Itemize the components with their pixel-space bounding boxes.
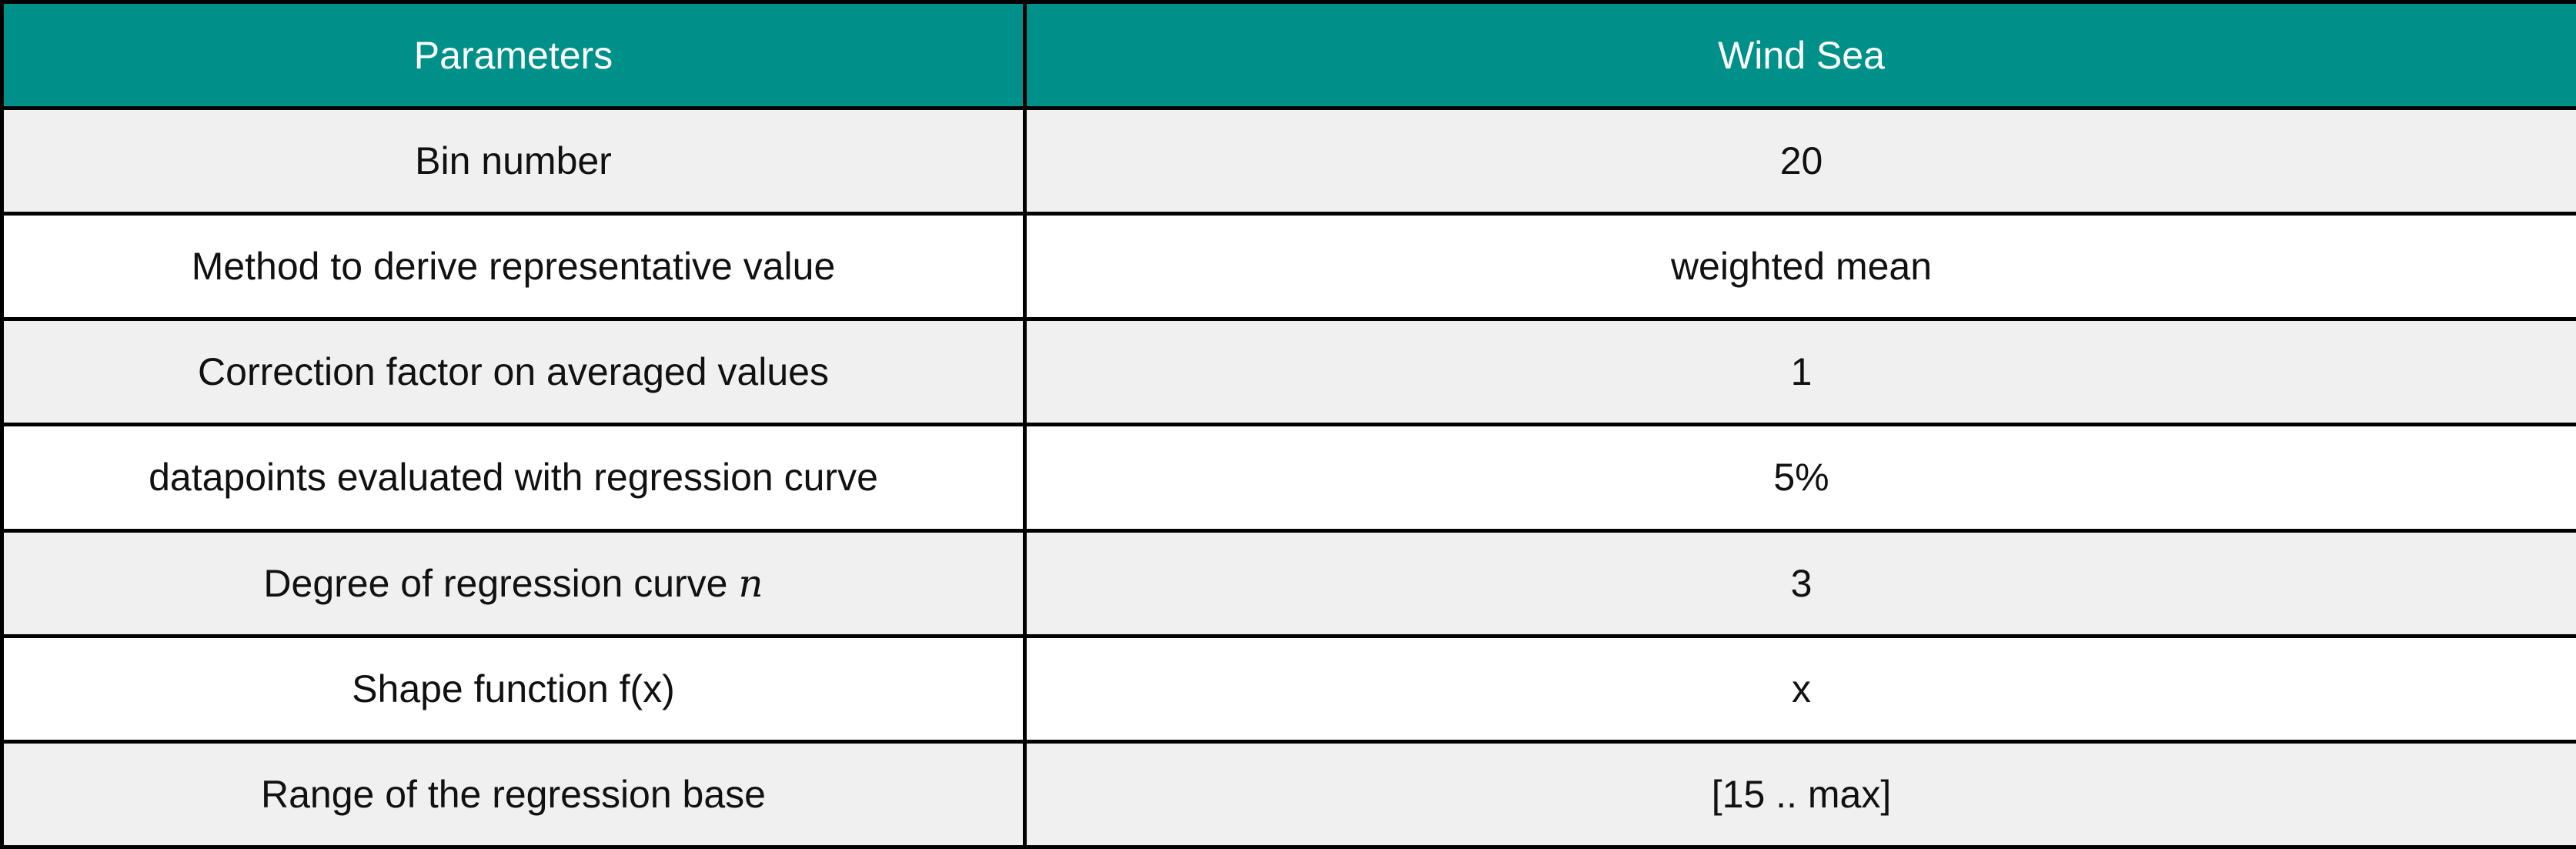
value-cell: 5% xyxy=(1023,423,2576,533)
table-body: Bin number 20 Method to derive represent… xyxy=(0,105,2576,849)
parameter-cell: Bin number xyxy=(0,105,1027,216)
parameter-cell: Range of the regression base xyxy=(0,739,1027,849)
parameter-cell: Correction factor on averaged values xyxy=(0,317,1027,427)
table-row: Method to derive representative value we… xyxy=(0,212,2576,322)
header-wind-sea: Wind Sea xyxy=(1023,0,2576,110)
parameter-cell: Degree of regression curve n xyxy=(0,528,1027,638)
parameter-cell: datapoints evaluated with regression cur… xyxy=(0,423,1027,533)
parameter-label: Degree of regression curve xyxy=(263,561,739,605)
value-cell: 20 xyxy=(1023,105,2576,216)
math-variable-n: n xyxy=(738,560,763,606)
header-parameters: Parameters xyxy=(0,0,1027,110)
table-row: Degree of regression curve n 3 xyxy=(0,528,2576,638)
table-header: Parameters Wind Sea xyxy=(0,0,2576,110)
value-cell: 3 xyxy=(1023,528,2576,638)
value-cell: x xyxy=(1023,633,2576,744)
parameter-cell: Shape function f(x) xyxy=(0,633,1027,744)
table-row: datapoints evaluated with regression cur… xyxy=(0,423,2576,533)
value-cell: [15 .. max] xyxy=(1023,739,2576,849)
value-cell: 1 xyxy=(1023,317,2576,427)
table-row: Shape function f(x) x xyxy=(0,633,2576,744)
header-row: Parameters Wind Sea xyxy=(0,0,2576,110)
parameter-cell: Method to derive representative value xyxy=(0,212,1027,322)
table-row: Range of the regression base [15 .. max] xyxy=(0,739,2576,849)
value-cell: weighted mean xyxy=(1023,212,2576,322)
table-row: Bin number 20 xyxy=(0,105,2576,216)
table-row: Correction factor on averaged values 1 xyxy=(0,317,2576,427)
